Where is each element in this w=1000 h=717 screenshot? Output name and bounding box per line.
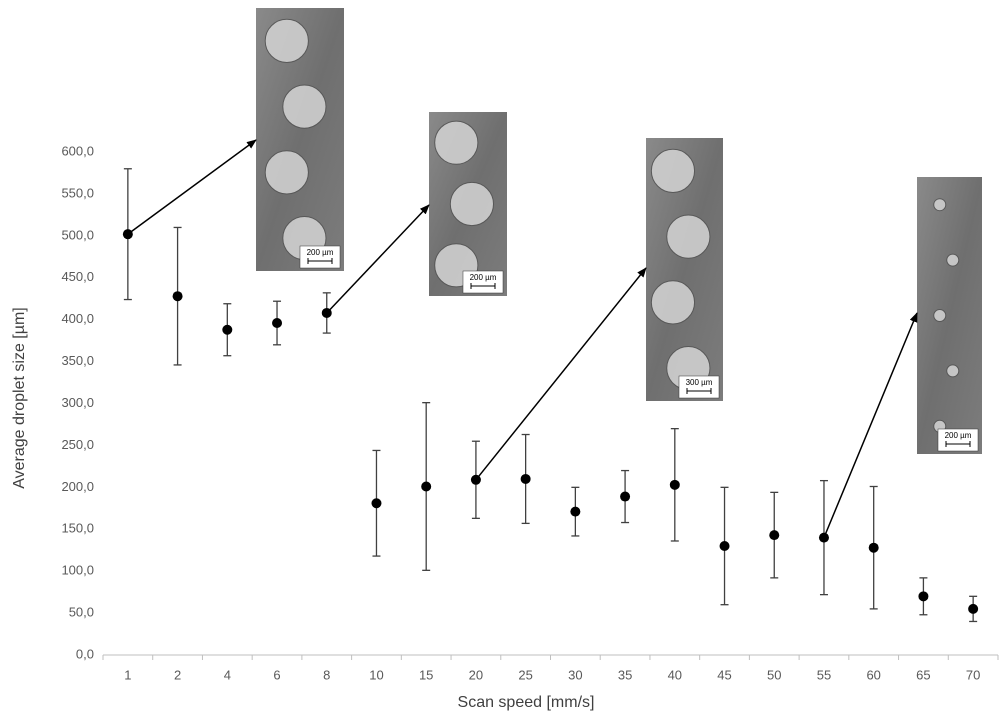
scale-label: 200 µm: [307, 248, 334, 257]
data-point: [719, 541, 730, 552]
x-tick-label: 50: [767, 667, 781, 682]
data-point: [968, 603, 979, 614]
data-point: [769, 530, 780, 541]
y-tick-label: 550,0: [61, 185, 94, 200]
data-point: [520, 473, 531, 484]
scale-bar: [686, 388, 712, 394]
y-tick-label: 400,0: [61, 311, 94, 326]
scale-label: 300 µm: [686, 378, 713, 387]
y-tick-label: 350,0: [61, 353, 94, 368]
scale-bar: [470, 283, 496, 289]
inset-arrow: [475, 267, 647, 481]
inset-arrow: [823, 312, 918, 538]
x-tick-label: 55: [817, 667, 831, 682]
scale-box: [462, 270, 504, 294]
x-tick-label: 10: [369, 667, 383, 682]
scale-bar: [945, 441, 971, 447]
y-tick-label: 50,0: [69, 605, 94, 620]
x-tick-label: 45: [717, 667, 731, 682]
data-point: [421, 481, 432, 492]
inset-image: 200 µm: [256, 8, 344, 271]
x-tick-label: 1: [124, 667, 131, 682]
droplet-shape: [264, 18, 309, 63]
x-tick-label: 6: [273, 667, 280, 682]
micrograph: [917, 177, 982, 454]
scale-box: [937, 428, 979, 452]
inset-arrow: [127, 139, 257, 235]
inset-image: 200 µm: [917, 177, 982, 454]
x-axis-title: Scan speed [mm/s]: [458, 694, 595, 711]
y-tick-label: 300,0: [61, 395, 94, 410]
droplet-shape: [946, 253, 960, 267]
inset-arrow: [326, 204, 430, 314]
data-point: [918, 591, 929, 602]
scale-box: [299, 245, 341, 269]
scale-bar: [307, 258, 333, 264]
data-point: [669, 479, 680, 490]
droplet-shape: [650, 280, 696, 325]
x-tick-label: 25: [518, 667, 532, 682]
y-tick-label: 600,0: [61, 143, 94, 158]
x-tick-label: 4: [224, 667, 231, 682]
y-tick-label: 250,0: [61, 437, 94, 452]
x-tick-label: 40: [668, 667, 682, 682]
data-point: [620, 491, 631, 502]
data-point: [570, 506, 581, 517]
scale-label: 200 µm: [945, 431, 972, 440]
x-tick-label: 70: [966, 667, 980, 682]
droplet-shape: [946, 364, 960, 378]
droplet-shape: [666, 214, 711, 259]
x-tick-label: 60: [866, 667, 880, 682]
data-point: [172, 291, 183, 302]
inset-image: 200 µm: [429, 112, 507, 296]
x-tick-label: 35: [618, 667, 632, 682]
scale-box: [678, 375, 720, 399]
x-tick-label: 30: [568, 667, 582, 682]
y-tick-label: 500,0: [61, 227, 94, 242]
y-tick-label: 200,0: [61, 479, 94, 494]
y-tick-label: 450,0: [61, 269, 94, 284]
data-point: [272, 318, 283, 329]
droplet-shape: [434, 120, 479, 165]
x-tick-label: 2: [174, 667, 181, 682]
droplet-shape: [282, 84, 327, 129]
droplet-shape: [650, 148, 696, 193]
x-tick-label: 20: [469, 667, 483, 682]
y-tick-label: 0,0: [76, 646, 94, 661]
y-axis-title: Average droplet size [µm]: [11, 307, 28, 488]
scale-label: 200 µm: [470, 273, 497, 282]
data-point: [222, 324, 233, 335]
y-tick-label: 100,0: [61, 563, 94, 578]
x-tick-label: 65: [916, 667, 930, 682]
inset-image: 300 µm: [646, 138, 723, 401]
droplet-shape: [933, 198, 947, 212]
data-point: [868, 542, 879, 553]
x-tick-label: 8: [323, 667, 330, 682]
droplet-shape: [933, 309, 947, 322]
droplet-shape: [449, 181, 494, 227]
y-tick-label: 150,0: [61, 521, 94, 536]
droplet-shape: [264, 150, 309, 195]
data-point: [371, 498, 382, 509]
x-tick-label: 15: [419, 667, 433, 682]
